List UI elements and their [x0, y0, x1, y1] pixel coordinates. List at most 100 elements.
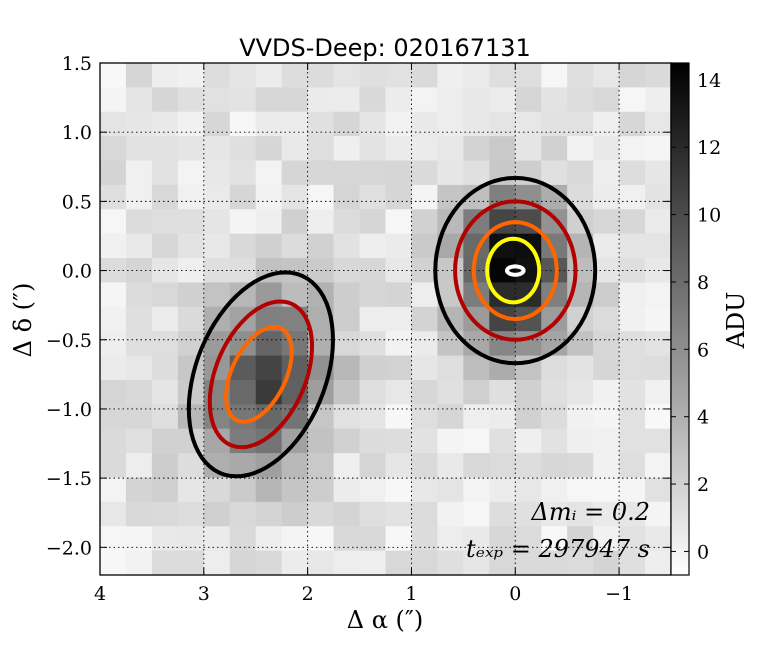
- image-pixel: [229, 526, 257, 552]
- image-pixel: [619, 111, 646, 137]
- image-pixel: [333, 404, 361, 430]
- image-pixel: [255, 233, 283, 259]
- image-pixel: [593, 331, 620, 357]
- image-pixel: [333, 258, 361, 284]
- image-pixel: [307, 160, 335, 186]
- image-pixel: [463, 550, 490, 576]
- image-pixel: [385, 136, 413, 162]
- image-pixel: [281, 453, 309, 479]
- image-pixel: [437, 355, 464, 381]
- image-pixel: [100, 477, 127, 503]
- x-tick-label: 1: [405, 583, 417, 605]
- image-pixel: [593, 453, 620, 479]
- colorbar-tick-label: 10: [697, 205, 721, 227]
- image-pixel: [333, 428, 361, 454]
- image-pixel: [359, 306, 387, 332]
- image-pixel: [177, 111, 205, 137]
- image-pixel: [359, 331, 387, 357]
- image-pixel: [489, 550, 516, 576]
- image-pixel: [463, 136, 490, 162]
- image-pixel: [100, 282, 127, 308]
- colorbar-ticks: 0 2 4 6 8 10 12 14: [671, 70, 721, 563]
- image-pixel: [100, 209, 127, 235]
- image-pixel: [567, 209, 594, 235]
- image-pixel: [385, 306, 413, 332]
- image-pixel: [307, 477, 335, 503]
- image-pixel: [619, 209, 646, 235]
- image-pixel: [255, 160, 283, 186]
- image-pixel: [437, 477, 464, 503]
- image-pixel: [125, 526, 153, 552]
- image-pixel: [177, 87, 205, 113]
- image-pixel: [515, 136, 542, 162]
- image-pixel: [125, 258, 153, 284]
- image-pixel: [307, 233, 335, 259]
- image-pixel: [411, 209, 438, 235]
- image-pixel: [333, 63, 361, 88]
- image-pixel: [645, 550, 672, 576]
- image-pixel: [515, 404, 542, 430]
- image-pixel: [541, 477, 568, 503]
- image-pixel: [489, 379, 516, 405]
- image-pixel: [151, 258, 179, 284]
- y-tick-label: 1.0: [62, 122, 92, 144]
- image-pixel: [645, 184, 672, 210]
- contour-primary: [505, 264, 526, 277]
- image-pixel: [385, 209, 413, 235]
- image-pixel: [281, 550, 309, 576]
- x-tick-label: 0: [509, 583, 521, 605]
- image-pixel: [645, 111, 672, 137]
- image-pixel: [333, 501, 361, 527]
- image-pixel: [307, 501, 335, 527]
- image-pixel: [307, 136, 335, 162]
- image-pixel: [151, 233, 179, 259]
- image-pixel: [437, 258, 464, 284]
- image-pixel: [255, 501, 283, 527]
- image-pixel: [203, 160, 231, 186]
- image-pixel: [307, 428, 335, 454]
- image-pixel: [281, 136, 309, 162]
- y-axis-ticks: 1.5 1.0 0.5 0.0 −0.5 −1.0 −1.5 −2.0: [46, 53, 671, 559]
- image-pixel: [333, 233, 361, 259]
- image-pixel: [333, 136, 361, 162]
- image-pixel: [463, 355, 490, 381]
- image-pixel: [463, 526, 490, 552]
- image-pixel: [307, 63, 335, 88]
- image-pixel: [333, 379, 361, 405]
- image-pixel: [593, 233, 620, 259]
- image-pixel: [151, 209, 179, 235]
- image-pixel: [177, 184, 205, 210]
- y-tick-label: −2.0: [46, 537, 92, 559]
- image-pixel: [411, 282, 438, 308]
- image-pixel: [541, 111, 568, 137]
- image-pixel: [437, 63, 464, 88]
- image-pixel: [489, 136, 516, 162]
- image-pixel: [100, 501, 127, 527]
- image-pixel: [203, 87, 231, 113]
- image-pixel: [567, 355, 594, 381]
- image-pixel: [411, 355, 438, 381]
- image-pixel: [411, 428, 438, 454]
- image-pixel: [645, 87, 672, 113]
- image-pixel: [567, 160, 594, 186]
- image-pixel: [151, 477, 179, 503]
- image-pixels: [100, 63, 672, 576]
- image-pixel: [255, 526, 283, 552]
- image-pixel: [229, 428, 257, 454]
- y-tick-label: −1.5: [46, 468, 92, 490]
- image-pixel: [541, 136, 568, 162]
- image-pixel: [619, 453, 646, 479]
- image-pixel: [255, 477, 283, 503]
- image-pixel: [645, 453, 672, 479]
- image-pixel: [385, 355, 413, 381]
- image-pixel: [463, 87, 490, 113]
- contour-set: [186, 175, 598, 479]
- image-pixel: [463, 404, 490, 430]
- image-pixel: [100, 306, 127, 332]
- image-pixel: [255, 550, 283, 576]
- x-tick-label: 4: [94, 583, 106, 605]
- image-pixel: [203, 233, 231, 259]
- image-pixel: [489, 501, 516, 527]
- image-pixel: [567, 379, 594, 405]
- image-pixel: [515, 550, 542, 576]
